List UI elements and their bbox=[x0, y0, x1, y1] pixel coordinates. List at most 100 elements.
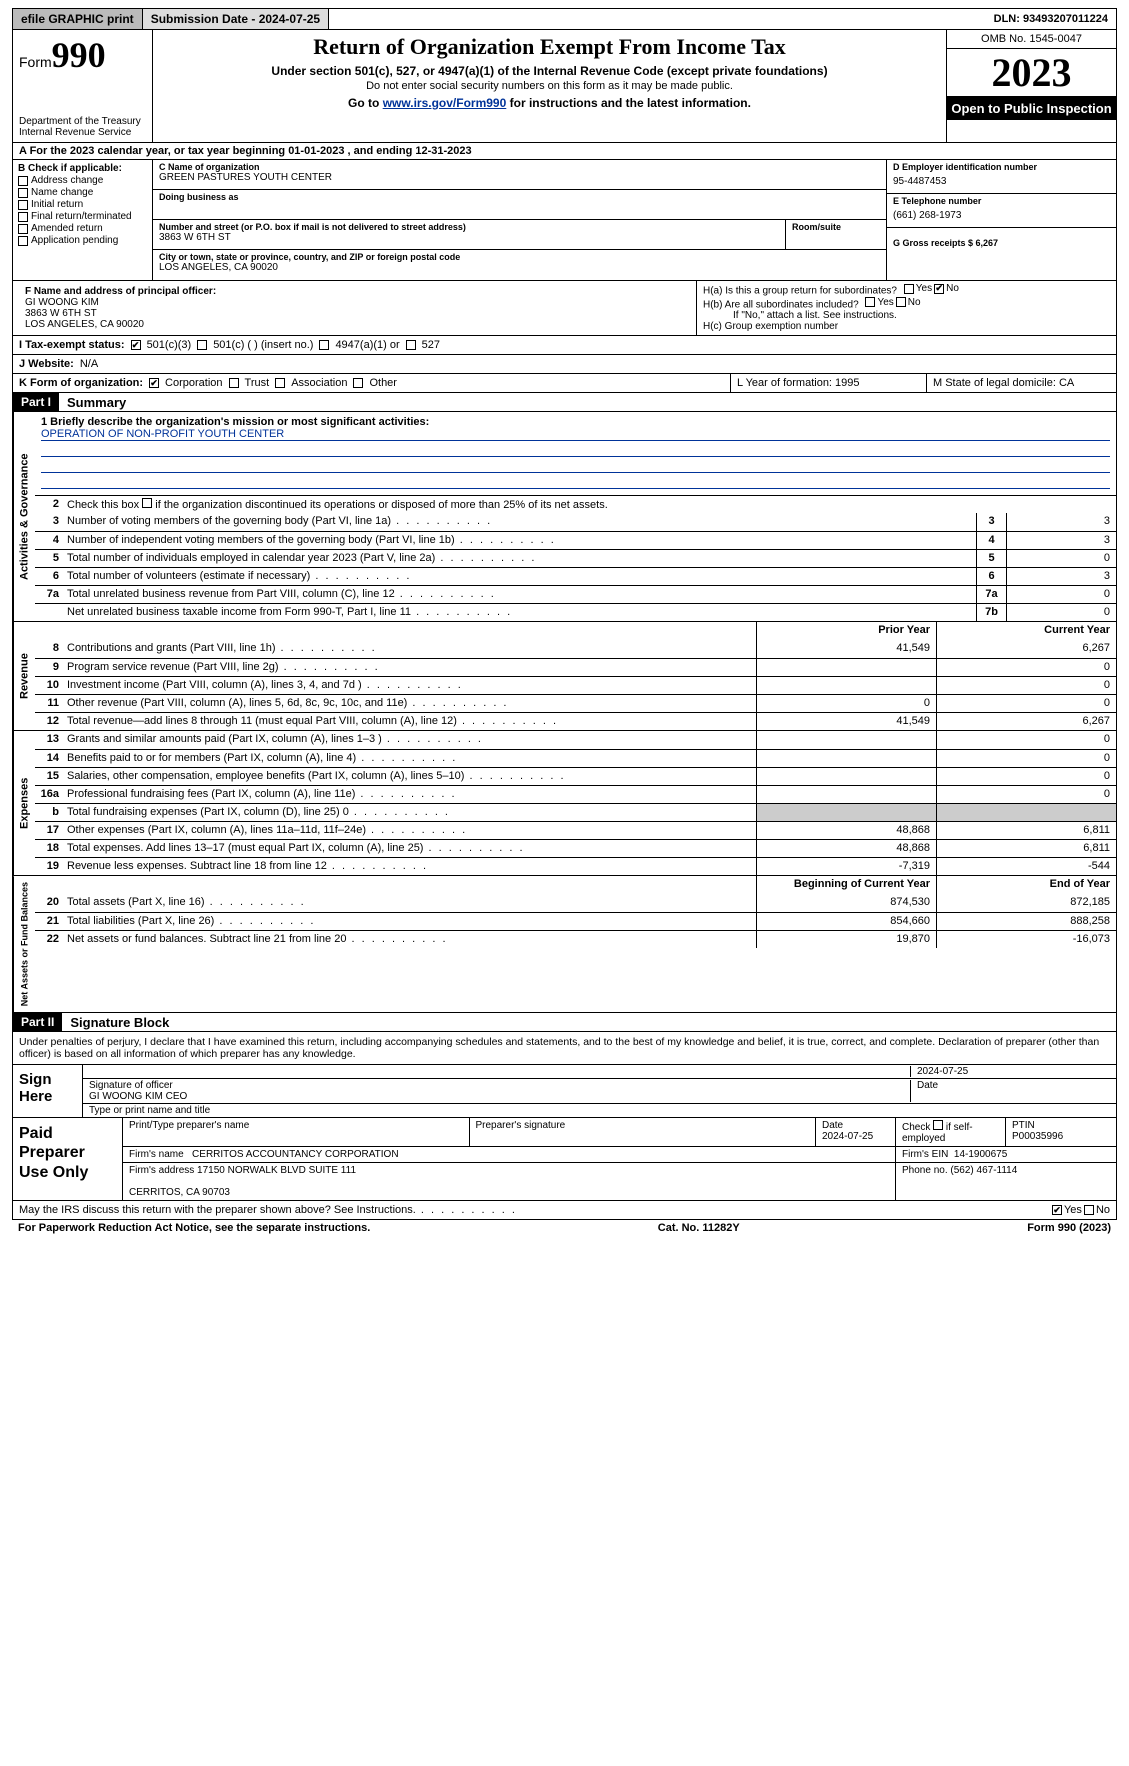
box-g-receipts: G Gross receipts $ 6,267 bbox=[887, 228, 1116, 258]
part1-bar: Part I Summary bbox=[12, 393, 1117, 412]
form-subtitle1: Under section 501(c), 527, or 4947(a)(1)… bbox=[161, 64, 938, 78]
submission-date: Submission Date - 2024-07-25 bbox=[143, 9, 329, 29]
chk-527[interactable] bbox=[406, 340, 416, 350]
sig-date: 2024-07-25 bbox=[910, 1066, 1110, 1077]
line-text: Total expenses. Add lines 13–17 (must eq… bbox=[63, 840, 756, 857]
form-subtitle3: Go to www.irs.gov/Form990 for instructio… bbox=[161, 96, 938, 110]
form-title: Return of Organization Exempt From Incom… bbox=[161, 34, 938, 60]
line-text: Total assets (Part X, line 16) bbox=[63, 894, 756, 912]
line-text: Total unrelated business revenue from Pa… bbox=[63, 586, 976, 603]
vtab-expenses: Expenses bbox=[13, 731, 35, 875]
box-c-dba: Doing business as bbox=[153, 190, 886, 220]
efile-btn[interactable]: efile GRAPHIC print bbox=[13, 9, 143, 29]
discuss-row: May the IRS discuss this return with the… bbox=[12, 1201, 1117, 1220]
box-c-addr: Number and street (or P.O. box if mail i… bbox=[153, 220, 786, 250]
ein-lbl: Firm's EIN bbox=[902, 1149, 948, 1160]
line-text: Professional fundraising fees (Part IX, … bbox=[63, 786, 756, 803]
row-j: J Website: N/A bbox=[12, 355, 1117, 374]
chk-initial[interactable] bbox=[18, 200, 28, 210]
discuss-no[interactable] bbox=[1084, 1205, 1094, 1215]
box-c-room: Room/suite bbox=[786, 220, 886, 250]
line-text: Contributions and grants (Part VIII, lin… bbox=[63, 640, 756, 658]
col-boy: Beginning of Current Year bbox=[756, 876, 936, 894]
firm-phone: (562) 467-1114 bbox=[950, 1165, 1017, 1176]
box-b: B Check if applicable: Address change Na… bbox=[13, 160, 153, 280]
firmaddr-lbl: Firm's address bbox=[129, 1165, 194, 1176]
chk-selfemp[interactable] bbox=[933, 1120, 943, 1130]
row-fh: F Name and address of principal officer:… bbox=[12, 281, 1117, 336]
box-hc: H(c) Group exemption number bbox=[703, 321, 1110, 332]
chk-discontinued[interactable] bbox=[142, 498, 152, 508]
chk-4947[interactable] bbox=[319, 340, 329, 350]
prep-ptin: PTIN P00035996 bbox=[1006, 1118, 1116, 1146]
box-hb2: If "No," attach a list. See instructions… bbox=[703, 310, 1110, 321]
sig-officer: GI WOONG KIM CEO bbox=[89, 1091, 187, 1102]
line-text: Investment income (Part VIII, column (A)… bbox=[63, 677, 756, 694]
box-c-city: City or town, state or province, country… bbox=[153, 250, 886, 280]
paid-label: Paid Preparer Use Only bbox=[13, 1118, 123, 1200]
ha-yes[interactable] bbox=[904, 284, 914, 294]
summary-gov: Activities & Governance 1 Briefly descri… bbox=[12, 412, 1117, 622]
hb-no[interactable] bbox=[896, 297, 906, 307]
col-eoy: End of Year bbox=[936, 876, 1116, 894]
firm-ein: 14-1900675 bbox=[954, 1149, 1007, 1160]
lbl-namechange: Name change bbox=[31, 187, 93, 198]
summary-rev: Revenue Prior YearCurrent Year 8Contribu… bbox=[12, 622, 1117, 731]
form-header: Form990 Department of the Treasury Inter… bbox=[12, 30, 1117, 143]
firm-lbl: Firm's name bbox=[129, 1149, 184, 1160]
tax-year: 2023 bbox=[947, 49, 1116, 97]
chk-trust[interactable] bbox=[229, 378, 239, 388]
chk-501c[interactable] bbox=[197, 340, 207, 350]
row-l: L Year of formation: 1995 bbox=[730, 374, 920, 392]
firm-name: CERRITOS ACCOUNTANCY CORPORATION bbox=[192, 1149, 399, 1160]
chk-corp[interactable] bbox=[149, 378, 159, 388]
chk-assoc[interactable] bbox=[275, 378, 285, 388]
lbl-apppending: Application pending bbox=[31, 235, 118, 246]
line-text: Total number of individuals employed in … bbox=[63, 550, 976, 567]
paid-preparer-block: Paid Preparer Use Only Print/Type prepar… bbox=[12, 1118, 1117, 1201]
chk-amended[interactable] bbox=[18, 224, 28, 234]
hb-yes[interactable] bbox=[865, 297, 875, 307]
row-i: I Tax-exempt status: 501(c)(3) 501(c) ( … bbox=[12, 336, 1117, 355]
line-text: Number of independent voting members of … bbox=[63, 532, 976, 549]
topbar: efile GRAPHIC print Submission Date - 20… bbox=[12, 8, 1117, 30]
summary-exp: Expenses 13Grants and similar amounts pa… bbox=[12, 731, 1117, 876]
line-text: Net assets or fund balances. Subtract li… bbox=[63, 931, 756, 948]
chk-apppending[interactable] bbox=[18, 236, 28, 246]
sign-here-label: Sign Here bbox=[13, 1065, 83, 1117]
part2-bar: Part II Signature Block bbox=[12, 1013, 1117, 1032]
phone-lbl: Phone no. bbox=[902, 1165, 948, 1176]
line-text: Net unrelated business taxable income fr… bbox=[63, 604, 976, 621]
vtab-revenue: Revenue bbox=[13, 622, 35, 730]
box-hb: H(b) Are all subordinates included? Yes … bbox=[703, 297, 1110, 311]
discuss-yes[interactable] bbox=[1052, 1205, 1062, 1215]
line-text: Total revenue—add lines 8 through 11 (mu… bbox=[63, 713, 756, 730]
box-e-phone: E Telephone number (661) 268-1973 bbox=[887, 194, 1116, 228]
box-d-ein: D Employer identification number 95-4487… bbox=[887, 160, 1116, 194]
chk-501c3[interactable] bbox=[131, 340, 141, 350]
row-klm: K Form of organization: Corporation Trus… bbox=[12, 374, 1117, 393]
line-text: Total number of volunteers (estimate if … bbox=[63, 568, 976, 585]
prep-selfemp: Check if self-employed bbox=[896, 1118, 1006, 1146]
chk-address[interactable] bbox=[18, 176, 28, 186]
prep-date: Date 2024-07-25 bbox=[816, 1118, 896, 1146]
sig-off-lbl: Signature of officer bbox=[89, 1080, 173, 1091]
row-m: M State of legal domicile: CA bbox=[926, 374, 1116, 392]
col-curr: Current Year bbox=[936, 622, 1116, 640]
sig-type-lbl: Type or print name and title bbox=[89, 1105, 210, 1116]
sign-here-block: Sign Here 2024-07-25 Signature of office… bbox=[12, 1065, 1117, 1118]
irs-link[interactable]: www.irs.gov/Form990 bbox=[383, 96, 507, 110]
omb-number: OMB No. 1545-0047 bbox=[947, 30, 1116, 49]
chk-namechange[interactable] bbox=[18, 188, 28, 198]
chk-final[interactable] bbox=[18, 212, 28, 222]
line2: Check this box if the organization disco… bbox=[63, 496, 1116, 513]
prep-name: Print/Type preparer's name bbox=[123, 1118, 470, 1146]
chk-other[interactable] bbox=[353, 378, 363, 388]
line-text: Number of voting members of the governin… bbox=[63, 513, 976, 531]
line-text: Program service revenue (Part VIII, line… bbox=[63, 659, 756, 676]
ha-no[interactable] bbox=[934, 284, 944, 294]
main-info: B Check if applicable: Address change Na… bbox=[12, 160, 1117, 281]
footer: For Paperwork Reduction Act Notice, see … bbox=[12, 1220, 1117, 1236]
line1-mission: 1 Briefly describe the organization's mi… bbox=[35, 412, 1116, 495]
form-subtitle2: Do not enter social security numbers on … bbox=[161, 80, 938, 92]
